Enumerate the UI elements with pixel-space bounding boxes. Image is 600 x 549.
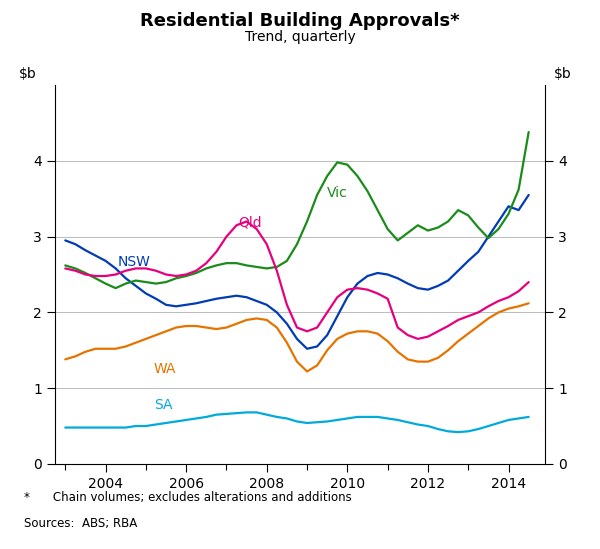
Text: $b: $b bbox=[19, 68, 36, 81]
Text: Qld: Qld bbox=[239, 216, 262, 230]
Text: $b: $b bbox=[554, 68, 572, 81]
Text: SA: SA bbox=[154, 398, 172, 412]
Text: *    Chain volumes; excludes alterations and additions: * Chain volumes; excludes alterations an… bbox=[24, 491, 352, 505]
Text: WA: WA bbox=[154, 362, 176, 376]
Text: Sources:  ABS; RBA: Sources: ABS; RBA bbox=[24, 517, 137, 530]
Text: Vic: Vic bbox=[327, 186, 348, 200]
Text: Residential Building Approvals*: Residential Building Approvals* bbox=[140, 12, 460, 30]
Text: NSW: NSW bbox=[118, 255, 151, 268]
Text: Trend, quarterly: Trend, quarterly bbox=[245, 30, 355, 44]
